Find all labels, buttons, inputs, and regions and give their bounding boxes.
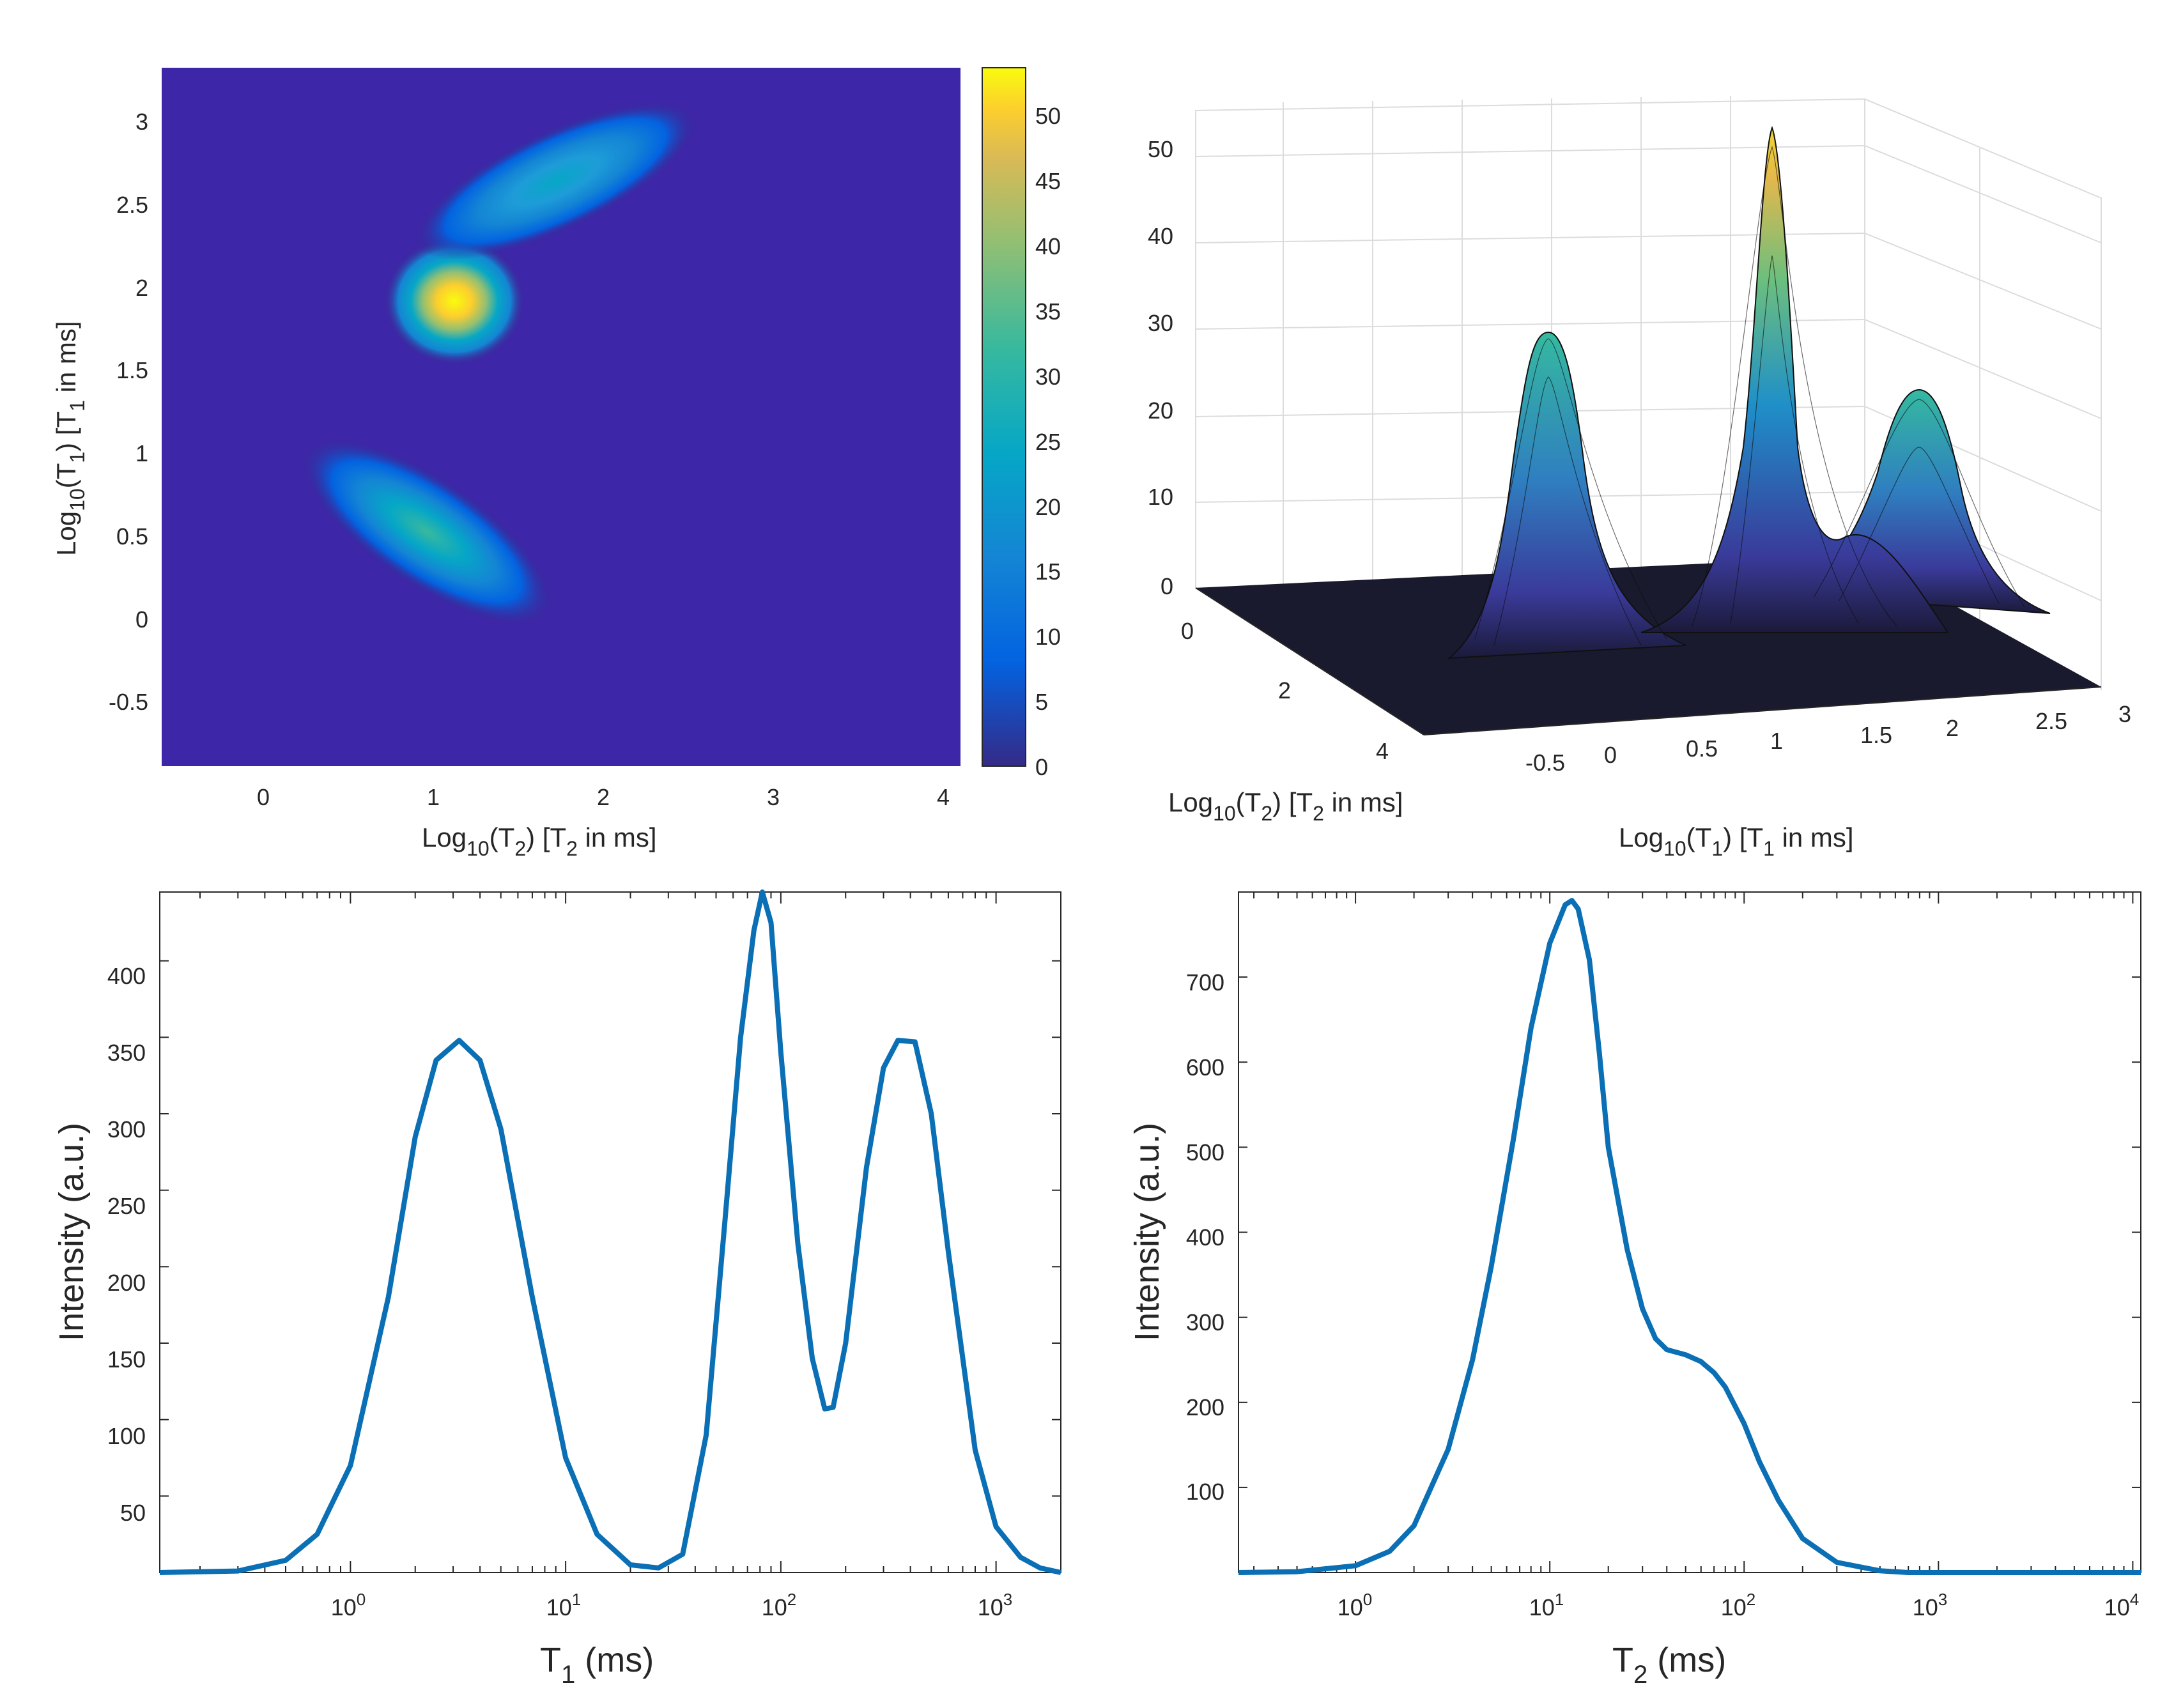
- t1-ytick: 350: [107, 1040, 146, 1066]
- surface-t2-ticks: 0 2 4: [1181, 618, 1389, 764]
- heatmap-ytick: 3: [135, 109, 148, 135]
- surface-ztick: 50: [1148, 136, 1173, 162]
- surface-t1-axis: [1423, 686, 2102, 735]
- surface-t1tick: 0: [1604, 742, 1617, 768]
- colorbar-tick: 15: [1035, 558, 1061, 585]
- t1-ytick: 150: [107, 1346, 146, 1373]
- t2-xtick: 102: [1721, 1590, 1756, 1620]
- t1-plot-frame: [159, 891, 1061, 1573]
- heatmap-ytick: 2.5: [116, 192, 148, 218]
- t2-xtick: 104: [2104, 1590, 2140, 1620]
- colorbar-tick: 0: [1035, 754, 1048, 780]
- heatmap-ytick: 1: [135, 440, 148, 466]
- t2-plot-frame: [1238, 891, 2141, 1573]
- t1-ytick: 50: [120, 1500, 146, 1526]
- heatmap-ytick: -0.5: [109, 689, 148, 715]
- surface-t2-label: Log10(T2) [T2 in ms]: [1168, 787, 1403, 825]
- t1-ytick: 200: [107, 1270, 146, 1296]
- surface-ztick: 20: [1148, 397, 1173, 424]
- surface-ztick: 10: [1148, 484, 1173, 510]
- heatmap-xlabel: Log10(T2) [T2 in ms]: [422, 822, 657, 860]
- heatmap-ytick: 2: [135, 275, 148, 301]
- heatmap-xtick: 1: [427, 784, 440, 810]
- heatmap-x-ticks: 0 1 2 3 4: [257, 784, 950, 810]
- surface-t1tick: 2: [1946, 715, 1959, 741]
- t1-ytick: 300: [107, 1116, 146, 1143]
- t2-xtick: 101: [1529, 1590, 1564, 1620]
- t2-series-line: [1238, 898, 2141, 1575]
- t2-ytick: 600: [1186, 1054, 1224, 1081]
- surface-t2tick: 4: [1376, 738, 1389, 764]
- t1-ytick: 250: [107, 1193, 146, 1219]
- surface-ztick: 30: [1148, 310, 1173, 336]
- colorbar-tick: 5: [1035, 689, 1048, 715]
- colorbar-tick: 30: [1035, 364, 1061, 390]
- colorbar-tick: 40: [1035, 233, 1061, 259]
- t2-ytick: 700: [1186, 969, 1224, 996]
- surface-ztick: 40: [1148, 223, 1173, 249]
- surface-mesh: [1474, 146, 2025, 646]
- surface-t1-ticks: -0.5 0 0.5 1 1.5 2 2.5 3: [1525, 701, 2131, 776]
- surface-t1tick: 1.5: [1860, 722, 1892, 748]
- t1-axis-ticks: [160, 892, 1061, 1573]
- surface-t2tick: 0: [1181, 618, 1194, 644]
- t2-line-panel: 100 200 300 400 500 600 700 100 101 102 …: [1128, 891, 2141, 1689]
- heatmap-xtick: 0: [257, 784, 270, 810]
- surface-t1tick: 3: [2118, 701, 2131, 727]
- surface-t2tick: 2: [1278, 677, 1291, 704]
- t1-ytick: 400: [107, 963, 146, 989]
- colorbar-tick: 10: [1035, 624, 1061, 650]
- t1-xtick: 103: [978, 1590, 1013, 1620]
- heatmap-peak-top: [415, 102, 697, 260]
- t1-ylabel: Intensity (a.u.): [52, 1123, 91, 1341]
- heatmap-ylabel: Log10(T1) [T1 in ms]: [51, 321, 89, 556]
- surface-t1tick: 0.5: [1686, 735, 1718, 762]
- surface-peak-left: [1447, 331, 1686, 659]
- heatmap-peak-high: [384, 237, 525, 365]
- heatmap-panel: -0.5 0 0.5 1 1.5 2 2.5 3 0 1 2 3 4 Log10…: [51, 67, 1061, 860]
- t2-ytick: 200: [1186, 1394, 1224, 1420]
- t1-line-panel: 50 100 150 200 250 300 350 400 100 101 1…: [52, 889, 1061, 1689]
- colorbar-ticks: 0 5 10 15 20 25 30 35 40 45 50: [1035, 103, 1061, 780]
- heatmap-peak-low: [301, 438, 553, 626]
- surface-t1-label: Log10(T1) [T1 in ms]: [1619, 822, 1854, 860]
- t2-axis-ticks: [1238, 892, 2141, 1573]
- t1-ytick: 100: [107, 1423, 146, 1449]
- surface-t2-axis: [1195, 587, 1424, 735]
- t2-ytick: 400: [1186, 1224, 1224, 1250]
- surface-t1tick: 1: [1770, 728, 1783, 754]
- t2-xtick: 103: [1913, 1590, 1948, 1620]
- t2-xtick: 100: [1338, 1590, 1373, 1620]
- surface-t1tick: 2.5: [2035, 708, 2067, 734]
- heatmap-y-ticks: -0.5 0 0.5 1 1.5 2 2.5 3: [109, 109, 148, 715]
- heatmap-ytick: 0: [135, 606, 148, 633]
- heatmap-ytick: 1.5: [116, 357, 148, 383]
- surface-t1tick: -0.5: [1525, 750, 1565, 776]
- heatmap-xtick: 3: [767, 784, 780, 810]
- colorbar: [982, 67, 1026, 767]
- colorbar-tick: 25: [1035, 429, 1061, 455]
- t2-ytick: 300: [1186, 1309, 1224, 1335]
- t2-ytick: 500: [1186, 1139, 1224, 1166]
- heatmap-ytick: 0.5: [116, 523, 148, 550]
- colorbar-tick: 45: [1035, 168, 1061, 194]
- t2-xlabel: T2 (ms): [1612, 1641, 1726, 1689]
- surface-peak-center: [1640, 126, 1949, 633]
- colorbar-tick: 20: [1035, 494, 1061, 520]
- t1-xlabel: T1 (ms): [540, 1641, 654, 1689]
- colorbar-tick: 35: [1035, 298, 1061, 325]
- t2-ytick: 100: [1186, 1479, 1224, 1505]
- t1-xtick: 102: [762, 1590, 797, 1620]
- surface-ztick: 0: [1161, 573, 1173, 599]
- t1-series-line: [159, 889, 1061, 1575]
- heatmap-xtick: 4: [937, 784, 950, 810]
- heatmap-xtick: 2: [597, 784, 610, 810]
- colorbar-tick: 50: [1035, 103, 1061, 129]
- t1-xtick: 101: [546, 1590, 582, 1620]
- t1-xtick: 100: [331, 1590, 366, 1620]
- surface-panel: 0 10 20 30 40 50 0 2 4 -0.5 0 0.5 1 1.5 …: [1148, 96, 2131, 860]
- t2-ylabel: Intensity (a.u.): [1128, 1123, 1166, 1341]
- surface-z-ticks: 0 10 20 30 40 50: [1148, 136, 1173, 599]
